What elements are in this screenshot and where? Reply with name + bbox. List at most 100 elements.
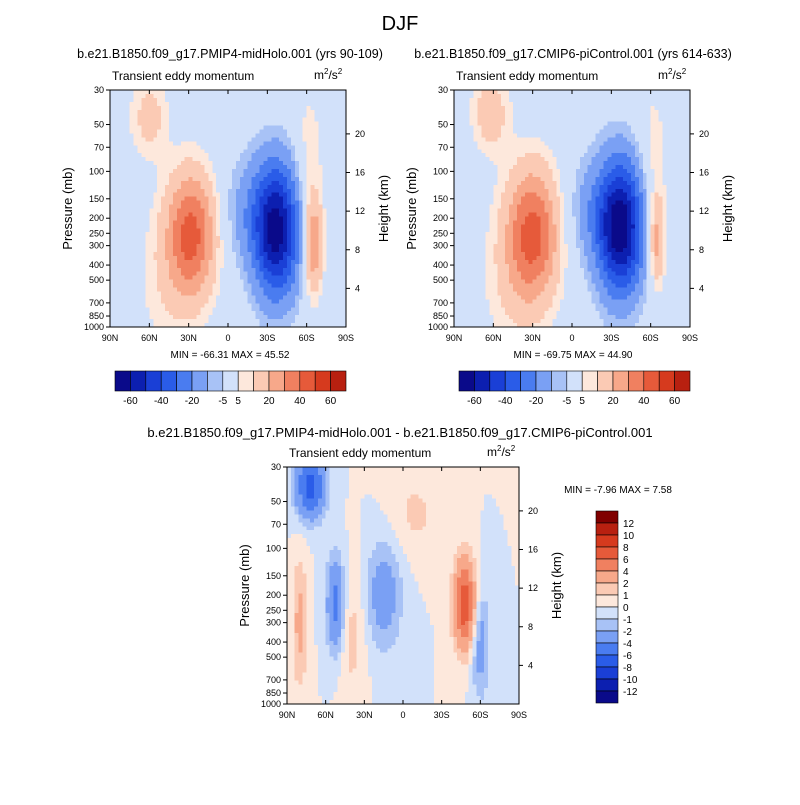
contour-cell xyxy=(248,303,252,307)
contour-cell xyxy=(256,240,260,244)
contour-cell xyxy=(326,177,330,181)
contour-cell xyxy=(193,185,197,189)
contour-cell xyxy=(517,161,521,165)
contour-cell xyxy=(212,299,216,303)
contour-cell xyxy=(462,90,466,94)
contour-cell xyxy=(299,288,303,292)
contour-cell xyxy=(197,201,201,205)
contour-cell xyxy=(236,205,240,209)
contour-cell xyxy=(208,307,212,311)
contour-cell xyxy=(501,110,505,114)
contour-cell xyxy=(311,102,315,106)
contour-cell xyxy=(666,122,670,126)
contour-cell xyxy=(600,149,604,153)
contour-cell xyxy=(118,141,122,145)
contour-cell xyxy=(248,193,252,197)
contour-cell xyxy=(177,319,181,323)
contour-cell xyxy=(122,268,126,272)
contour-cell xyxy=(267,141,271,145)
contour-cell xyxy=(173,189,177,193)
contour-cell xyxy=(299,90,303,94)
contour-cell xyxy=(647,153,651,157)
contour-cell xyxy=(666,110,670,114)
contour-cell xyxy=(584,122,588,126)
contour-cell xyxy=(220,177,224,181)
contour-cell xyxy=(244,98,248,102)
contour-cell xyxy=(544,149,548,153)
contour-cell xyxy=(118,201,122,205)
contour-cell xyxy=(596,141,600,145)
contour-cell xyxy=(130,256,134,260)
contour-cell xyxy=(145,114,149,118)
contour-cell xyxy=(204,252,208,256)
contour-cell xyxy=(232,224,236,228)
contour-cell xyxy=(134,145,138,149)
contour-cell xyxy=(576,122,580,126)
contour-cell xyxy=(189,291,193,295)
contour-cell xyxy=(509,118,513,122)
contour-cell xyxy=(126,276,130,280)
contour-cell xyxy=(326,228,330,232)
contour-cell xyxy=(662,173,666,177)
contour-cell xyxy=(173,260,177,264)
contour-cell xyxy=(110,169,114,173)
contour-cell xyxy=(208,201,212,205)
contour-cell xyxy=(474,106,478,110)
contour-cell xyxy=(600,141,604,145)
contour-cell xyxy=(619,149,623,153)
contour-cell xyxy=(568,137,572,141)
contour-cell xyxy=(283,240,287,244)
contour-cell xyxy=(263,145,267,149)
contour-cell xyxy=(181,224,185,228)
contour-cell xyxy=(173,130,177,134)
contour-cell xyxy=(130,133,134,137)
contour-cell xyxy=(161,133,165,137)
contour-cell xyxy=(338,126,342,130)
contour-cell xyxy=(256,280,260,284)
contour-cell xyxy=(145,216,149,220)
contour-cell xyxy=(330,173,334,177)
contour-cell xyxy=(330,268,334,272)
contour-cell xyxy=(291,264,295,268)
contour-cell xyxy=(236,133,240,137)
contour-cell xyxy=(275,209,279,213)
contour-cell xyxy=(220,141,224,145)
contour-cell xyxy=(134,149,138,153)
contour-cell xyxy=(458,133,462,137)
contour-cell xyxy=(659,90,663,94)
contour-cell xyxy=(548,141,552,145)
contour-cell xyxy=(141,295,145,299)
contour-cell xyxy=(295,291,299,295)
contour-cell xyxy=(212,197,216,201)
contour-cell xyxy=(185,256,189,260)
contour-cell xyxy=(311,169,315,173)
contour-cell xyxy=(141,161,145,165)
contour-cell xyxy=(153,165,157,169)
contour-cell xyxy=(189,280,193,284)
contour-cell xyxy=(220,165,224,169)
contour-cell xyxy=(165,118,169,122)
contour-cell xyxy=(651,133,655,137)
contour-cell xyxy=(489,130,493,134)
contour-cell xyxy=(236,157,240,161)
contour-cell xyxy=(157,284,161,288)
contour-cell xyxy=(141,193,145,197)
contour-cell xyxy=(330,161,334,165)
contour-cell xyxy=(126,260,130,264)
contour-cell xyxy=(240,276,244,280)
contour-cell xyxy=(228,94,232,98)
contour-cell xyxy=(505,149,509,153)
contour-cell xyxy=(181,130,185,134)
contour-cell xyxy=(283,232,287,236)
contour-cell xyxy=(248,161,252,165)
contour-cell xyxy=(126,311,130,315)
contour-cell xyxy=(564,94,568,98)
contour-cell xyxy=(173,252,177,256)
contour-cell xyxy=(291,94,295,98)
contour-cell xyxy=(177,232,181,236)
contour-cell xyxy=(130,130,134,134)
contour-cell xyxy=(141,133,145,137)
contour-cell xyxy=(517,149,521,153)
contour-cell xyxy=(509,165,513,169)
contour-cell xyxy=(462,141,466,145)
